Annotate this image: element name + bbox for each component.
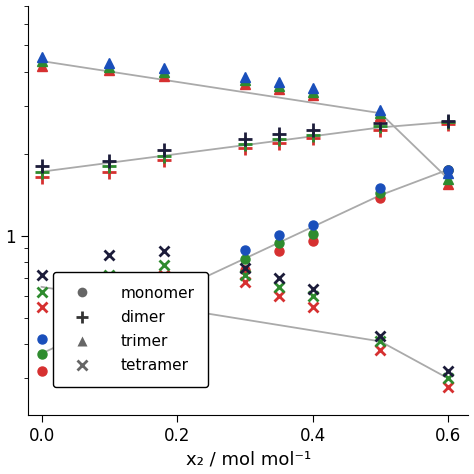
X-axis label: x₂ / mol mol⁻¹: x₂ / mol mol⁻¹	[186, 450, 311, 468]
Legend: monomer, dimer, trimer, tetramer: monomer, dimer, trimer, tetramer	[53, 272, 208, 387]
